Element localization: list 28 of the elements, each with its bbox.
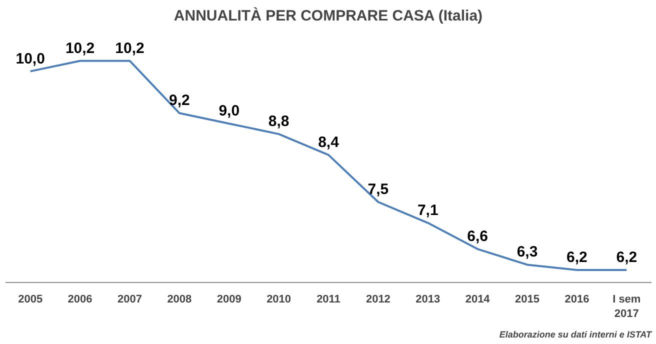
x-tick-label: 2013 (416, 294, 440, 306)
text: Elaborazione su dati interni e ISTAT (499, 330, 653, 340)
x-tick-label: I sem 2017 (612, 294, 641, 320)
x-tick-label: 2009 (216, 294, 242, 306)
data-label: 6,6 (467, 228, 488, 246)
x-tick-label: 2005 (18, 294, 43, 306)
data-label: 6,2 (616, 248, 638, 266)
x-tick-label: 2007 (117, 294, 142, 306)
data-label: 7,1 (417, 202, 438, 219)
x-tick-label: 2014 (465, 294, 491, 306)
x-tick-label: 2016 (564, 294, 590, 306)
data-label: 10,0 (16, 50, 45, 68)
data-label: 8,4 (318, 134, 340, 151)
x-tick-label: 2006 (68, 294, 92, 306)
data-label: 9,2 (168, 92, 190, 110)
data-label: 10,2 (115, 40, 144, 57)
data-label: 6,2 (566, 248, 588, 266)
data-label: 10,2 (65, 40, 95, 57)
x-tick-label: 2012 (366, 294, 390, 306)
data-label: 6,3 (516, 244, 538, 261)
data-label: 9,0 (218, 102, 240, 120)
data-label: 7,5 (368, 181, 389, 198)
x-tick-label: 2011 (316, 294, 340, 306)
x-tick-label: 2010 (266, 294, 292, 306)
x-tick-label: 2008 (167, 294, 192, 306)
chart-title: ANNUALITÀ PER COMPRARE CASA (Italia) (174, 6, 483, 24)
data-label: 8,8 (268, 113, 290, 130)
x-tick-label: 2015 (515, 294, 540, 306)
